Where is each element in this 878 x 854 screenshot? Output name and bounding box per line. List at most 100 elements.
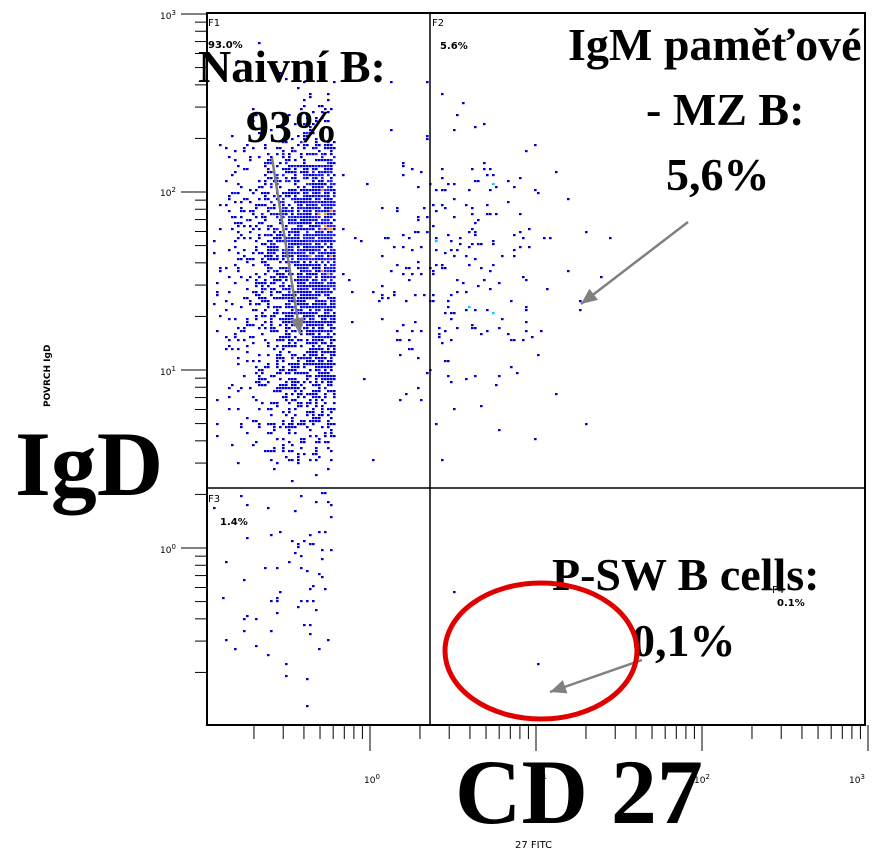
event-dot	[315, 342, 318, 345]
event-dot	[321, 174, 324, 177]
event-dot	[414, 321, 417, 324]
event-dot	[225, 309, 228, 312]
event-dot	[243, 147, 246, 150]
event-dot	[312, 171, 315, 174]
event-dot	[249, 336, 252, 339]
event-dot	[555, 171, 558, 174]
event-dot	[270, 321, 273, 324]
event-dot	[483, 279, 486, 282]
event-dot	[324, 228, 327, 231]
event-dot	[270, 402, 273, 405]
event-dot	[249, 258, 252, 261]
event-dot	[279, 231, 282, 234]
event-dot	[330, 234, 333, 237]
event-dot	[333, 402, 336, 405]
event-dot	[309, 624, 312, 627]
event-dot	[498, 375, 501, 378]
event-dot	[327, 252, 330, 255]
event-dot	[324, 363, 327, 366]
event-dot	[282, 258, 285, 261]
event-dot	[324, 291, 327, 294]
event-dot	[282, 285, 285, 288]
event-dot	[312, 318, 315, 321]
event-dot	[267, 225, 270, 228]
event-dot	[273, 252, 276, 255]
event-dot	[279, 351, 282, 354]
event-dot	[321, 303, 324, 306]
event-dot	[315, 285, 318, 288]
event-dot	[324, 318, 327, 321]
event-dot	[234, 333, 237, 336]
event-dot	[318, 420, 321, 423]
event-dot	[261, 378, 264, 381]
event-dot	[327, 384, 330, 387]
event-dot	[291, 213, 294, 216]
event-dot	[267, 198, 270, 201]
event-dot	[288, 423, 291, 426]
event-dot	[441, 459, 444, 462]
event-dot	[333, 303, 336, 306]
event-dot	[258, 297, 261, 300]
event-dot	[309, 213, 312, 216]
event-dot	[555, 393, 558, 396]
event-dot	[327, 297, 330, 300]
event-dot	[234, 282, 237, 285]
event-dot	[312, 165, 315, 168]
event-dot	[306, 183, 309, 186]
event-dot	[474, 258, 477, 261]
event-dot	[324, 309, 327, 312]
x-axis-big-label: CD 27	[455, 741, 703, 843]
event-dot	[441, 267, 444, 270]
event-dot	[312, 180, 315, 183]
event-dot	[300, 372, 303, 375]
event-dot	[270, 459, 273, 462]
event-dot	[330, 183, 333, 186]
event-dot	[525, 330, 528, 333]
event-dot	[318, 216, 321, 219]
event-dot	[279, 306, 282, 309]
event-dot	[282, 276, 285, 279]
event-dot	[300, 213, 303, 216]
event-dot	[333, 345, 336, 348]
event-dot	[270, 255, 273, 258]
event-dot	[321, 492, 324, 495]
event-dot	[372, 459, 375, 462]
event-dot	[333, 270, 336, 273]
event-dot	[228, 276, 231, 279]
event-dot	[372, 291, 375, 294]
event-dot	[240, 186, 243, 189]
event-dot	[288, 159, 291, 162]
event-dot	[327, 231, 330, 234]
event-dot	[333, 261, 336, 264]
event-dot	[279, 339, 282, 342]
event-dot	[303, 327, 306, 330]
event-dot	[309, 174, 312, 177]
event-dot	[243, 225, 246, 228]
event-dot	[300, 156, 303, 159]
event-dot	[270, 213, 273, 216]
event-dot	[306, 210, 309, 213]
event-dot	[303, 306, 306, 309]
event-dot	[297, 261, 300, 264]
event-dot	[306, 273, 309, 276]
event-dot	[282, 345, 285, 348]
event-dot	[309, 93, 312, 96]
event-dot	[291, 312, 294, 315]
event-dot	[318, 285, 321, 288]
event-dot	[285, 279, 288, 282]
event-dot	[315, 267, 318, 270]
event-dot	[288, 429, 291, 432]
event-dot	[279, 237, 282, 240]
event-dot	[258, 186, 261, 189]
event-dot	[297, 69, 300, 72]
event-dot	[327, 378, 330, 381]
event-dot	[246, 324, 249, 327]
event-dot	[306, 414, 309, 417]
event-dot	[276, 312, 279, 315]
event-dot	[297, 381, 300, 384]
event-dot	[216, 330, 219, 333]
event-dot	[276, 438, 279, 441]
event-dot	[318, 324, 321, 327]
event-dot	[297, 144, 300, 147]
event-dot	[249, 300, 252, 303]
